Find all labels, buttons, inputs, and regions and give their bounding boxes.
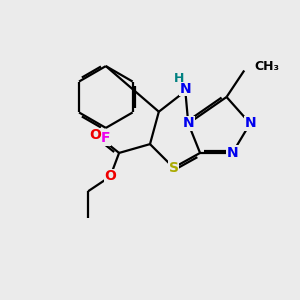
Text: O: O <box>104 169 116 184</box>
Text: O: O <box>90 128 101 142</box>
Text: N: N <box>182 116 194 130</box>
Text: N: N <box>179 82 191 96</box>
Text: S: S <box>169 161 178 175</box>
Text: F: F <box>101 131 111 145</box>
Text: N: N <box>244 116 256 130</box>
Text: CH₃: CH₃ <box>254 61 280 74</box>
Text: H: H <box>174 72 184 85</box>
Text: N: N <box>226 146 238 160</box>
